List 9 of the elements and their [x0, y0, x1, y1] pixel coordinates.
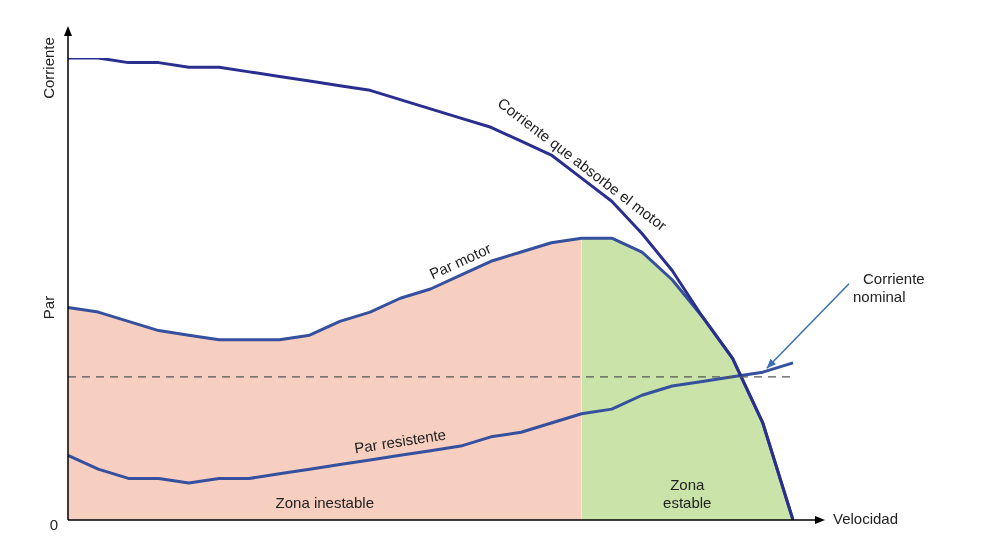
- text: Par motor: [426, 239, 494, 283]
- x-axis-title: Velocidad: [833, 510, 899, 528]
- text: 0: [49, 516, 58, 534]
- series-label: Zona estable: [663, 476, 712, 512]
- text: Par resistente: [353, 425, 448, 457]
- text: Corriente: [40, 37, 58, 99]
- series-label: Zona inestable: [275, 494, 374, 512]
- y-axis-title: Par: [40, 295, 58, 320]
- text: Corriente nominal: [853, 269, 925, 305]
